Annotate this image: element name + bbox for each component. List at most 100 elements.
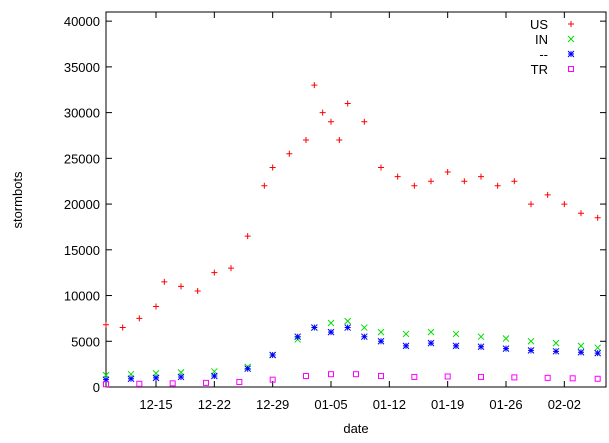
data-point	[544, 374, 551, 381]
series-IN	[102, 317, 602, 379]
data-point	[527, 347, 535, 354]
data-point	[594, 214, 601, 221]
data-point	[328, 118, 334, 125]
data-point	[577, 342, 585, 350]
data-point	[428, 178, 434, 185]
y-tick-label: 25000	[64, 151, 100, 166]
data-point	[402, 330, 410, 338]
data-point	[452, 330, 460, 338]
data-point	[444, 169, 451, 176]
data-point	[194, 287, 201, 294]
data-point	[152, 374, 160, 382]
data-point	[502, 335, 510, 342]
data-point	[478, 173, 484, 180]
data-point	[211, 269, 218, 276]
y-tick-label: 40000	[64, 14, 100, 29]
data-point	[494, 182, 501, 189]
data-point	[377, 337, 385, 345]
y-tick-label: 20000	[64, 197, 100, 212]
data-point	[378, 373, 384, 380]
data-point	[502, 345, 510, 352]
data-point	[478, 373, 484, 380]
data-point	[103, 381, 109, 388]
plot-frame	[105, 11, 607, 388]
data-point	[544, 191, 551, 198]
data-point	[344, 100, 351, 107]
data-point	[161, 278, 168, 285]
data-point	[569, 375, 576, 382]
data-point	[327, 319, 335, 327]
data-point	[119, 324, 126, 331]
y-axis-label: stormbots	[10, 171, 25, 229]
data-point	[311, 82, 318, 89]
data-point	[360, 333, 368, 341]
data-point	[261, 182, 268, 189]
x-tick-label: 01-12	[373, 397, 406, 412]
series-TR	[103, 371, 601, 388]
x-tick-label: 12-22	[198, 397, 231, 412]
data-point	[210, 372, 218, 380]
data-point	[353, 371, 359, 378]
data-point	[411, 373, 418, 380]
data-point	[236, 378, 243, 385]
data-point	[378, 164, 384, 171]
x-axis: 12-15 12-22 12-29 01-05 01-12 01-19 01-26 02-02	[139, 12, 581, 412]
data-point	[269, 351, 277, 359]
data-point	[577, 348, 585, 356]
data-point	[286, 150, 293, 157]
data-point	[178, 283, 184, 290]
data-point	[567, 35, 575, 43]
data-point	[461, 178, 468, 185]
y-tick-label: 10000	[64, 289, 100, 304]
data-point	[511, 374, 518, 381]
data-point	[303, 137, 309, 144]
data-point	[344, 324, 352, 331]
data-point	[377, 328, 385, 336]
data-point	[561, 201, 568, 208]
data-point	[528, 201, 534, 208]
data-point	[269, 164, 276, 171]
y-tick-label: 30000	[64, 106, 100, 121]
x-tick-label: 01-19	[431, 397, 464, 412]
x-tick-label: 02-02	[548, 397, 581, 412]
data-point	[303, 373, 309, 380]
data-point	[294, 333, 302, 341]
data-point	[102, 376, 110, 384]
data-point	[402, 342, 410, 350]
data-point	[336, 137, 343, 144]
data-point	[344, 317, 352, 325]
data-point	[477, 333, 485, 341]
data-point	[552, 339, 560, 347]
data-point	[427, 328, 435, 336]
data-point	[328, 371, 334, 378]
data-point	[568, 21, 574, 27]
y-tick-label: 0	[93, 380, 100, 395]
data-point	[169, 380, 176, 387]
data-point	[444, 373, 451, 380]
x-axis-label: date	[343, 421, 368, 436]
series-US	[103, 82, 601, 331]
data-point	[527, 337, 535, 345]
data-point	[568, 66, 574, 72]
data-point	[136, 380, 143, 387]
data-point	[228, 265, 234, 272]
data-point	[360, 324, 368, 331]
data-point	[310, 324, 318, 331]
data-point	[552, 347, 560, 355]
data-point	[153, 303, 159, 310]
data-point	[269, 376, 276, 383]
data-point	[177, 373, 185, 381]
y-tick-label: 35000	[64, 60, 100, 75]
data-point	[127, 375, 135, 383]
data-point	[203, 379, 209, 386]
legend-label: US	[530, 17, 548, 32]
data-point	[511, 178, 518, 185]
series---	[102, 324, 602, 384]
data-marks	[102, 82, 602, 388]
data-point	[594, 344, 602, 352]
data-point	[411, 182, 418, 189]
data-point	[452, 342, 460, 350]
